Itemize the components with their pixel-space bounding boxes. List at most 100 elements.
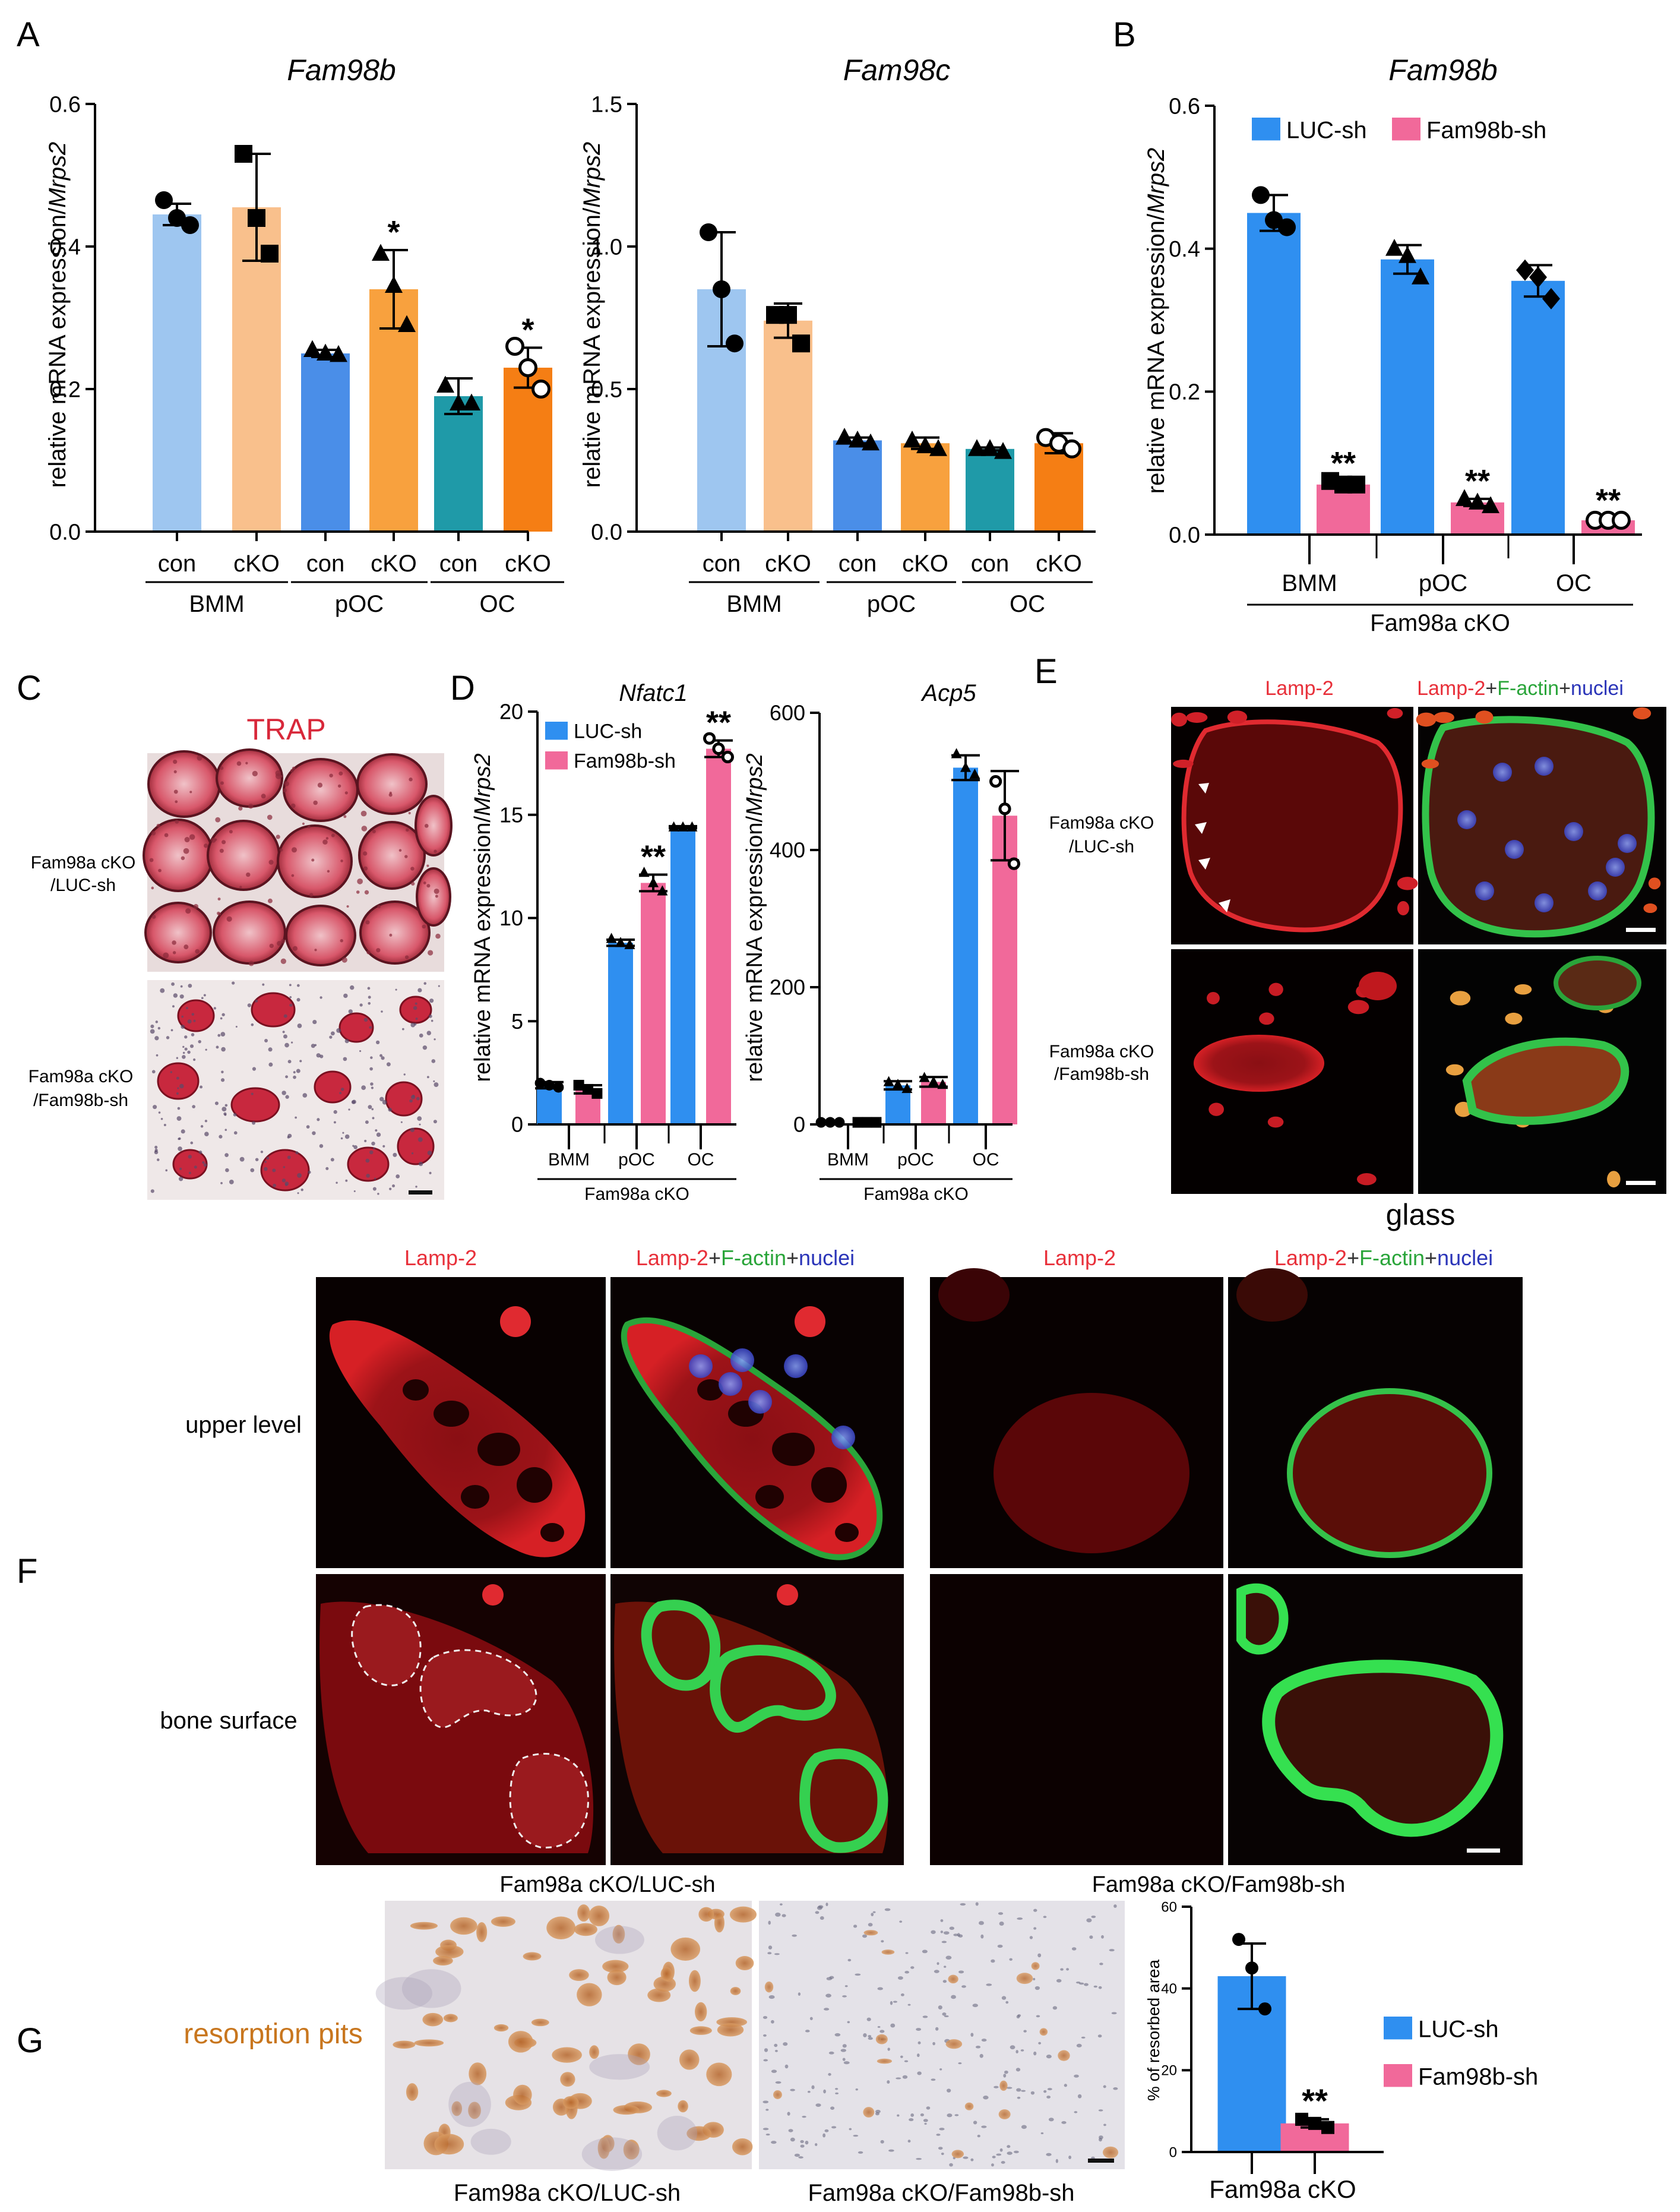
lacuna [958, 2062, 962, 2065]
lacuna [1015, 2068, 1021, 2072]
x-tick-label: con [839, 551, 877, 577]
trap-dot [151, 830, 156, 836]
data-point [726, 334, 743, 353]
lacuna [1036, 2015, 1040, 2018]
y-tick-label: 20 [499, 700, 523, 724]
trap-dot [377, 905, 381, 909]
trap-dot [178, 1177, 183, 1181]
lacuna [942, 2012, 947, 2016]
e-cell-fam98b-lamp2-b [1359, 972, 1397, 1000]
lacuna [996, 2153, 1002, 2156]
x-tick-label: cKO [765, 551, 811, 577]
trap-dot [290, 1041, 293, 1044]
data-point [638, 867, 650, 877]
trap-dot [293, 1075, 296, 1079]
lacuna [842, 2058, 846, 2061]
pit [656, 2090, 672, 2097]
chart-a-fam98c: Fam98c 0.0 0.5 1.0 1.5 relative mRNA expressi… [579, 53, 1096, 617]
trap-dot [277, 941, 282, 946]
y-tick-label: 0.6 [1169, 94, 1200, 119]
lacuna [1017, 2096, 1021, 2099]
trap-cell [277, 824, 353, 898]
trap-dot [322, 839, 328, 845]
trap-dot [413, 1006, 417, 1010]
nucleus [689, 1354, 713, 1378]
trap-dot [422, 1045, 428, 1050]
trap-dot [248, 960, 254, 966]
trap-dot [297, 1023, 302, 1028]
lacuna [939, 2068, 942, 2071]
trap-dot [151, 1070, 156, 1074]
lacuna [916, 2158, 922, 2160]
pit [406, 2083, 419, 2101]
trap-dot [220, 1017, 223, 1020]
trap-dot [166, 1036, 170, 1039]
lacuna [768, 1920, 771, 1925]
pit [679, 2049, 700, 2070]
lacuna [999, 2148, 1003, 2152]
trap-dot [177, 1087, 179, 1089]
trap-dot [289, 996, 292, 998]
trap-dot [292, 766, 296, 770]
chart-title: Nfatc1 [619, 680, 688, 706]
data-point [919, 1072, 930, 1082]
lacuna [973, 2121, 977, 2125]
lacuna [997, 1944, 1003, 1948]
lacuna [1001, 1996, 1007, 2000]
y-axis-label: % of resorbed area [1144, 1960, 1163, 2102]
lacuna [853, 1925, 858, 1928]
trap-dot [172, 1005, 175, 1008]
trap-dot [284, 1042, 289, 1048]
y-axis-label-text: relative mRNA expression/ [470, 816, 495, 1082]
lacuna [890, 2023, 896, 2028]
e-cell-luc-merge [1422, 716, 1655, 938]
trap-dot [221, 1070, 224, 1074]
y-axis-label: relative mRNA expression/Mrps2 [45, 142, 71, 488]
trap-dot [389, 933, 393, 937]
pit [577, 1904, 590, 1922]
f-cell-fam-upper-merge [1287, 1388, 1492, 1558]
trap-dot [266, 1156, 270, 1160]
lacuna [798, 1992, 801, 1996]
trap-dot [410, 867, 415, 871]
trap-dot [186, 1007, 188, 1010]
data-point [181, 216, 199, 234]
trap-dot [273, 1183, 277, 1187]
legend-swatch [1252, 118, 1280, 141]
trap-dot [404, 855, 408, 858]
trap-dot [375, 1129, 378, 1132]
trap-dot [438, 985, 440, 987]
pit [945, 2039, 963, 2049]
lacuna [940, 1930, 944, 1933]
data-point [721, 750, 735, 764]
trap-dot [419, 1034, 423, 1038]
legend-label: Fam98b-sh [574, 750, 676, 772]
data-point [951, 748, 962, 759]
lacuna [1040, 2132, 1044, 2135]
data-point [1482, 496, 1499, 513]
trap-dot [433, 1120, 437, 1124]
lacuna [1016, 2088, 1021, 2092]
trap-dot [182, 1045, 185, 1048]
y-tick-label: 0.2 [1169, 380, 1200, 405]
chart-d-acp5: Acp5 0 200 400 600 relative mRNA expression/M… [742, 680, 1021, 1204]
lacuna [970, 2158, 974, 2162]
trap-dot [214, 838, 217, 841]
trap-dot [376, 948, 381, 953]
trap-dot [374, 1177, 377, 1180]
trap-dot [225, 1168, 229, 1173]
small-cell [1475, 710, 1494, 724]
pit [434, 2134, 464, 2155]
lacuna [824, 2008, 830, 2011]
trap-dot [252, 770, 258, 777]
trap-dot [239, 1156, 245, 1162]
trap-dot [281, 1091, 286, 1095]
trap-dot [353, 1190, 356, 1192]
trap-dot [396, 1174, 400, 1178]
trap-dot [400, 1121, 403, 1123]
data-point [235, 145, 252, 163]
trap-dot [203, 1163, 207, 1167]
trap-dot [189, 791, 192, 794]
panel-e-footer: glass [1386, 1198, 1456, 1231]
trap-dot [154, 1145, 158, 1149]
